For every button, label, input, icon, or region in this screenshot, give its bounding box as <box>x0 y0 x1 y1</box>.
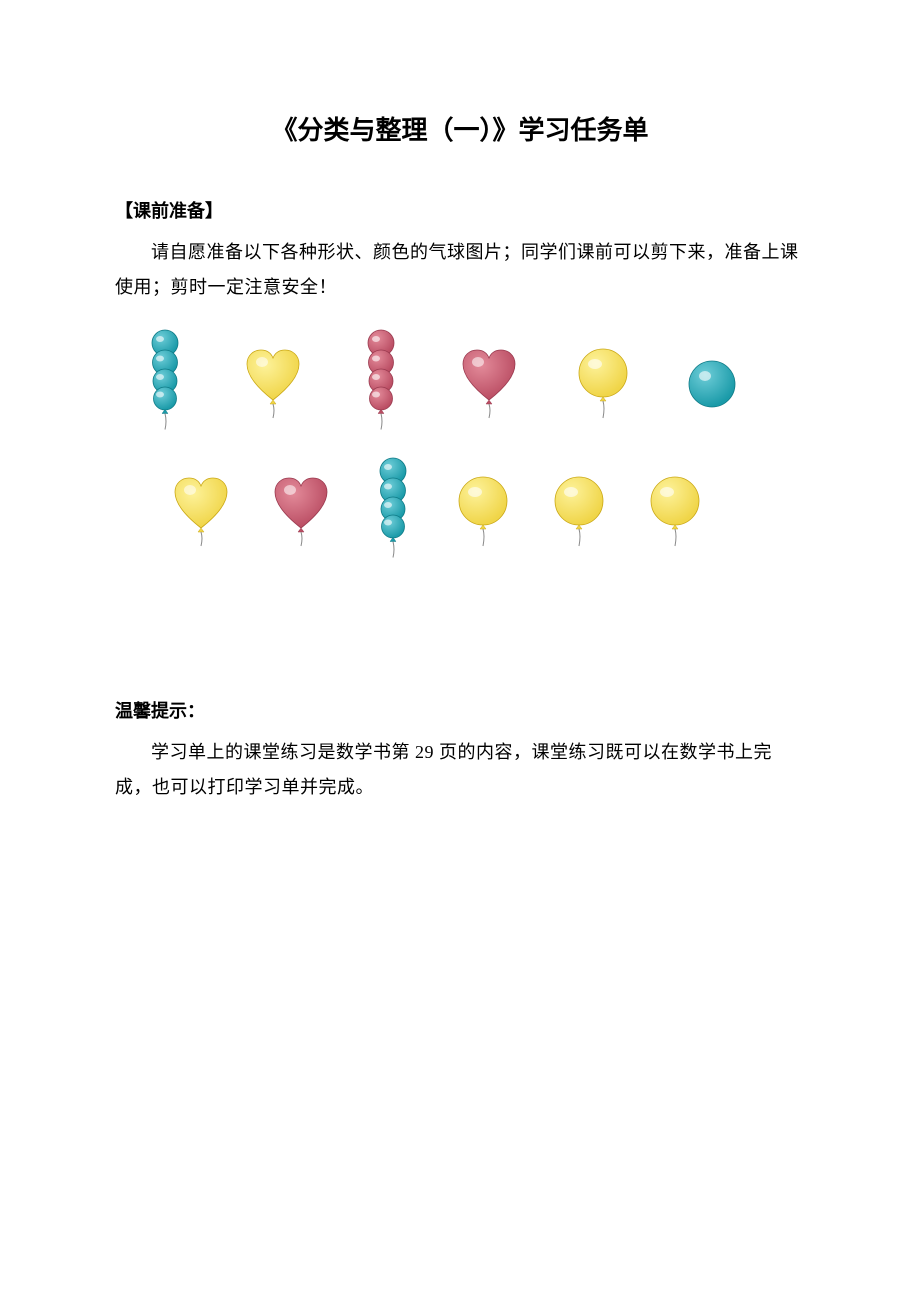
round-balloon-icon <box>647 476 703 548</box>
tip-heading: 温馨提示： <box>115 697 805 723</box>
caterpillar-balloon-icon <box>371 457 415 567</box>
heart-balloon-icon <box>271 476 331 548</box>
prep-heading: 【课前准备】 <box>115 197 805 223</box>
caterpillar-balloon-icon <box>359 329 403 439</box>
tip-text: 学习单上的课堂练习是数学书第 29 页的内容，课堂练习既可以在数学书上完成，也可… <box>115 735 805 805</box>
heart-balloon-icon <box>243 348 303 420</box>
balloon-row-2 <box>115 457 805 567</box>
tip-section: 温馨提示： 学习单上的课堂练习是数学书第 29 页的内容，课堂练习既可以在数学书… <box>115 697 805 805</box>
round-balloon-icon <box>551 476 607 548</box>
prep-text: 请自愿准备以下各种形状、颜色的气球图片；同学们课前可以剪下来，准备上课使用；剪时… <box>115 235 805 305</box>
page-title: 《分类与整理（一）》学习任务单 <box>115 110 805 147</box>
heart-balloon-icon <box>171 476 231 548</box>
caterpillar-balloon-icon <box>143 329 187 439</box>
balloon-row-1 <box>115 329 805 439</box>
round-balloon-icon <box>455 476 511 548</box>
prep-section: 【课前准备】 请自愿准备以下各种形状、颜色的气球图片；同学们课前可以剪下来，准备… <box>115 197 805 305</box>
round-balloon-icon <box>575 348 631 420</box>
heart-balloon-icon <box>459 348 519 420</box>
circle-icon <box>687 359 737 409</box>
balloon-illustration <box>115 329 805 567</box>
